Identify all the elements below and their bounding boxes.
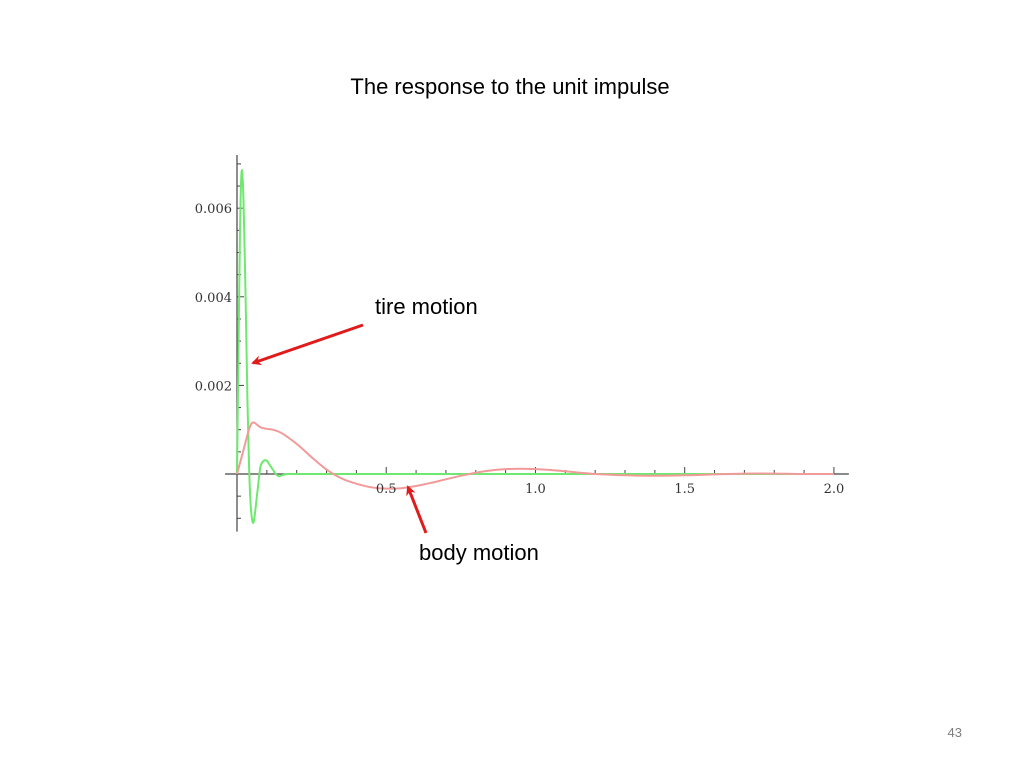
y-tick-label: 0.006	[195, 202, 232, 217]
tire-motion-label: tire motion	[375, 294, 478, 319]
x-tick-label: 0.5	[376, 482, 397, 497]
body-motion-arrow	[406, 485, 428, 534]
series-line-body	[236, 421, 834, 490]
tire-motion-arrow	[251, 323, 364, 366]
slide-title: The response to the unit impulse	[350, 74, 670, 99]
y-tick-label: 0.002	[195, 379, 232, 394]
body-motion-label: body motion	[419, 540, 539, 565]
y-tick-label: 0.004	[195, 291, 232, 306]
page-number: 43	[947, 725, 962, 740]
x-tick-label: 1.5	[674, 482, 695, 497]
x-tick-label: 1.0	[525, 482, 546, 497]
series-line-tire	[236, 169, 834, 524]
x-tick-label: 2.0	[824, 482, 845, 497]
